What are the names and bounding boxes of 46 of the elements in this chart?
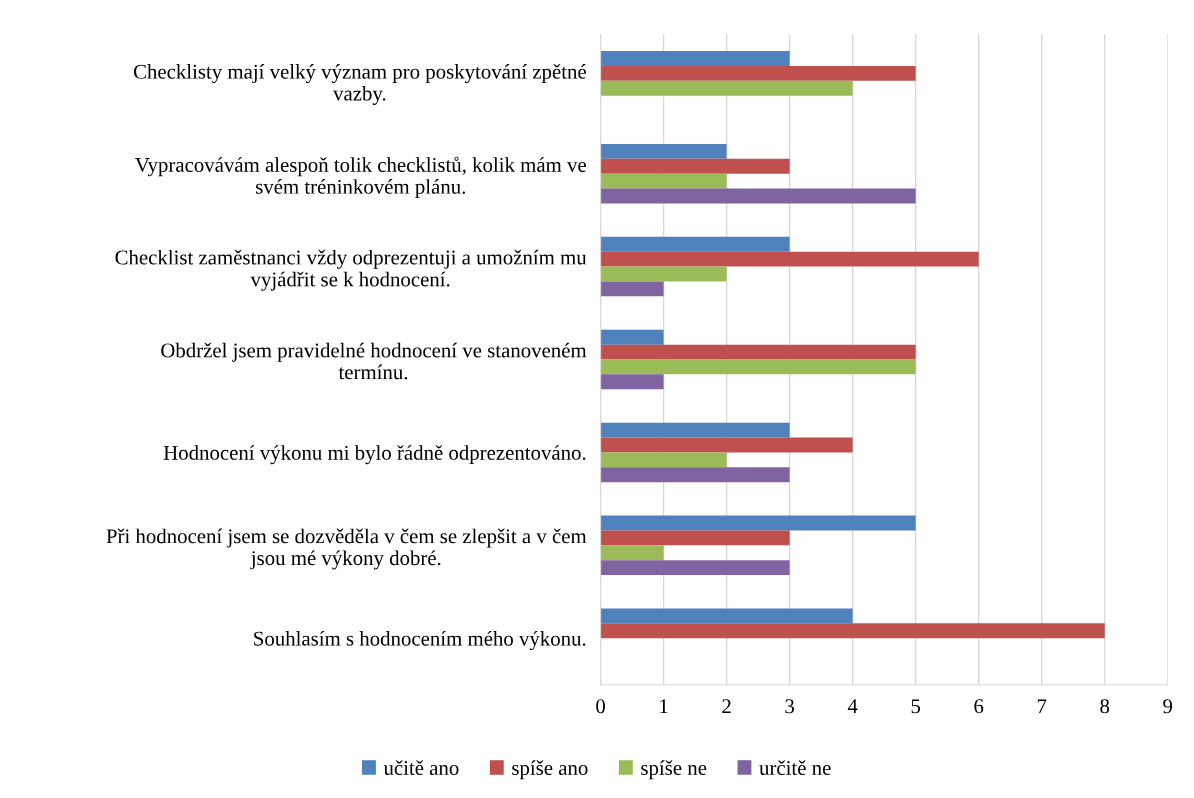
bar xyxy=(600,608,853,624)
bar xyxy=(600,65,916,81)
x-tick-label: 9 xyxy=(1163,699,1173,714)
bar xyxy=(600,173,727,189)
bar xyxy=(600,467,790,483)
legend-label: určitě ne xyxy=(759,760,831,776)
x-tick-label: 4 xyxy=(847,699,858,714)
y-tick-label: Hodnocení výkonu mi bylo řádně odprezentováno. xyxy=(163,445,586,465)
bar xyxy=(600,158,790,174)
bar xyxy=(600,236,790,252)
x-tick-label: 1 xyxy=(660,699,668,714)
y-tick-label: Checklist zaměstnanci vždy odprezentuji a umožním mu vyjádřit se k hodnocení. xyxy=(115,249,587,291)
bar xyxy=(600,329,664,345)
x-tick-label: 0 xyxy=(596,699,605,714)
bar xyxy=(600,143,727,159)
legend-label: spíše ano xyxy=(512,760,588,780)
bar xyxy=(600,266,727,282)
bar xyxy=(600,188,916,204)
y-tick-label: Vypracovávám alespoň tolik checklistů, kolik mám ve svém tréninkovém plánu. xyxy=(135,156,586,199)
bar xyxy=(600,530,790,546)
x-tick-label: 8 xyxy=(1100,699,1110,714)
bar xyxy=(600,545,664,561)
bar xyxy=(600,281,664,297)
x-tick-label: 3 xyxy=(785,699,795,714)
x-tick-label: 6 xyxy=(974,699,984,714)
x-tick-label: 2 xyxy=(722,699,731,714)
bar xyxy=(600,344,916,360)
bar xyxy=(600,51,790,66)
x-tick-label: 7 xyxy=(1037,699,1047,714)
x-tick-label: 5 xyxy=(911,699,921,714)
bar xyxy=(600,623,1105,639)
y-tick-label: Obdržel jsem pravidelné hodnocení ve stanoveném termínu. xyxy=(161,342,587,380)
bar xyxy=(600,452,727,468)
bar xyxy=(600,80,853,96)
y-tick-label: Při hodnocení jsem se dozvěděla v čem se zlepšit a v čem jsou mé výkony dobré. xyxy=(106,528,587,570)
bar xyxy=(600,251,979,267)
bar xyxy=(600,437,853,453)
y-tick-label: Souhlasím s hodnocením mého výkonu. xyxy=(254,630,586,650)
bar xyxy=(600,359,916,375)
legend-label: spíše ne xyxy=(641,760,707,780)
legend-label: učitě ano xyxy=(383,760,459,776)
bar xyxy=(600,374,664,390)
bar xyxy=(600,560,790,576)
y-tick-label: Checklisty mají velký význam pro poskytování zpětné vazby. xyxy=(133,64,586,105)
bar xyxy=(600,422,790,438)
bar xyxy=(600,515,916,531)
